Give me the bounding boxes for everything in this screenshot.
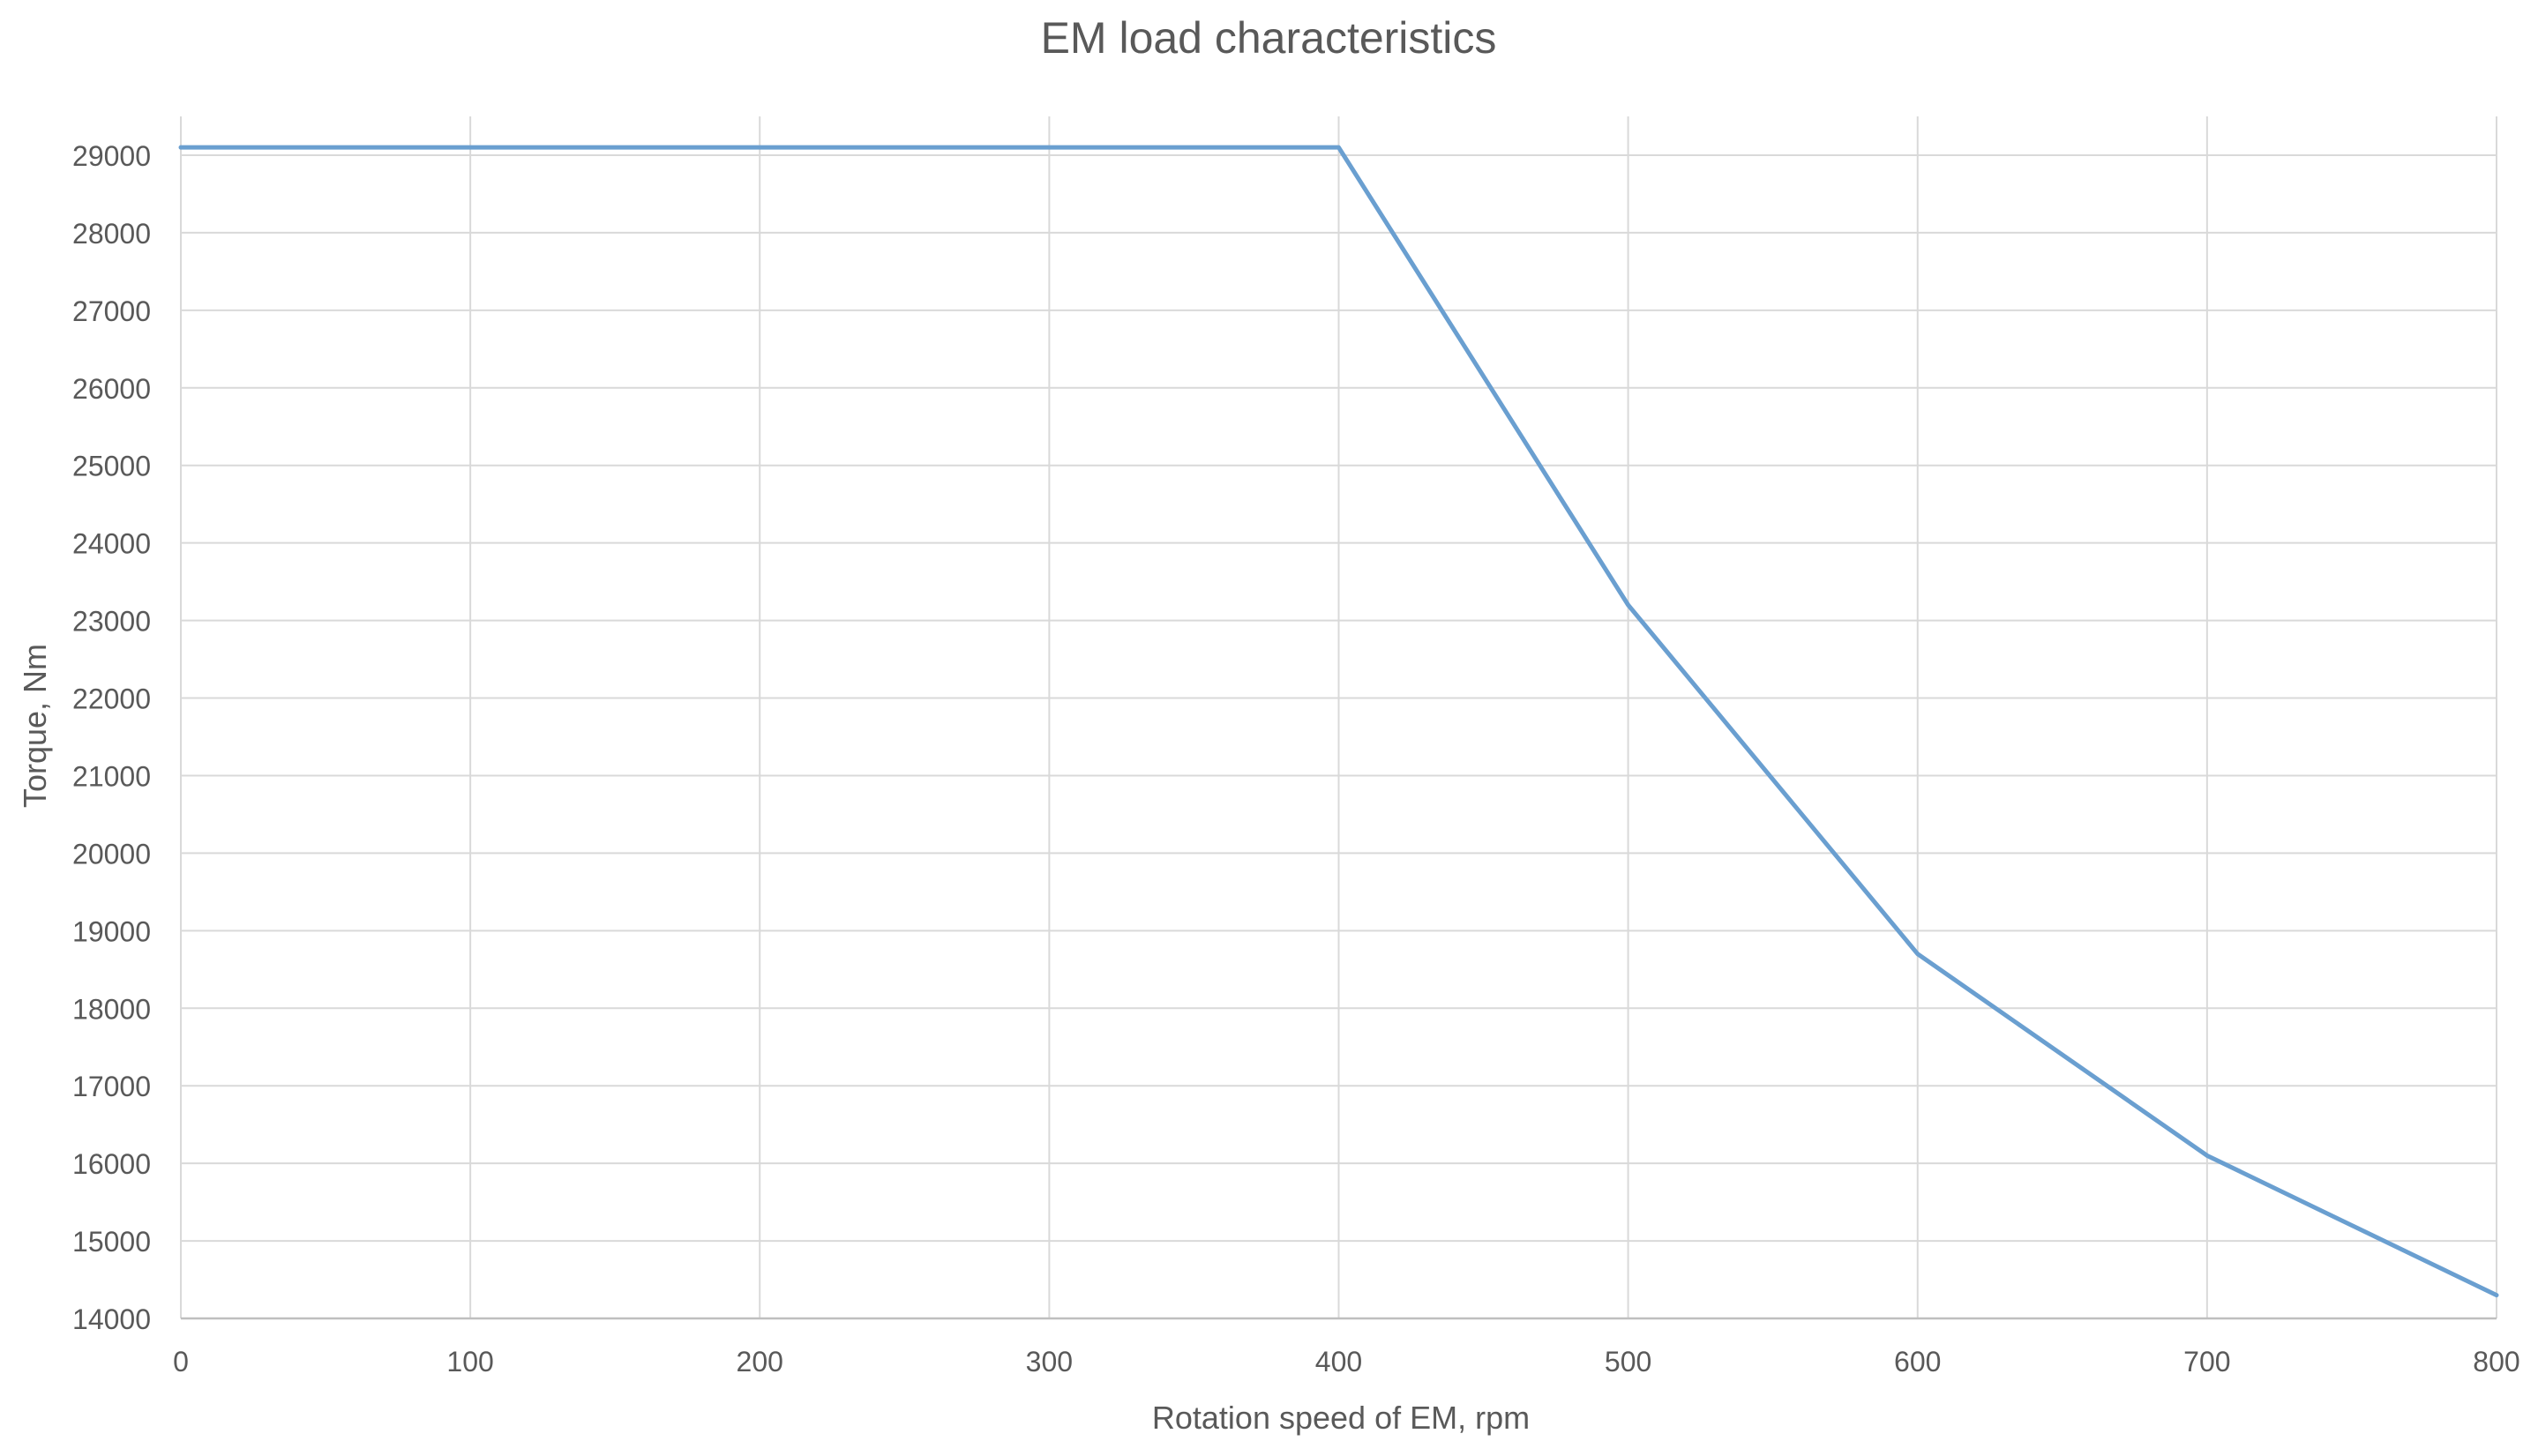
y-tick-label: 18000 (72, 993, 151, 1025)
y-tick-label: 29000 (72, 140, 151, 172)
x-tick-label: 500 (1605, 1346, 1651, 1378)
x-tick-label: 700 (2183, 1346, 2230, 1378)
vertical-gridlines (180, 116, 2497, 1318)
y-tick-label: 15000 (72, 1226, 151, 1258)
chart-title: EM load characteristics (1041, 13, 1497, 63)
x-tick-label: 300 (1026, 1346, 1073, 1378)
y-tick-label: 20000 (72, 838, 151, 870)
series-layer (178, 145, 2499, 1298)
y-tick-label: 14000 (72, 1303, 151, 1335)
x-tick-labels: 0 100 200 300 400 500 600 700 800 (173, 1346, 2520, 1378)
x-tick-label: 100 (446, 1346, 493, 1378)
series-line-0 (178, 145, 2499, 1298)
x-tick-label: 600 (1894, 1346, 1941, 1378)
horizontal-gridlines (181, 153, 2497, 1243)
x-tick-label: 400 (1315, 1346, 1362, 1378)
x-tick-label: 200 (737, 1346, 783, 1378)
x-tick-label: 800 (2473, 1346, 2519, 1378)
y-tick-label: 19000 (72, 915, 151, 947)
y-tick-label: 25000 (72, 451, 151, 482)
y-tick-label: 23000 (72, 606, 151, 638)
y-tick-label: 22000 (72, 683, 151, 715)
y-axis-label: Torque, Nm (17, 644, 53, 808)
y-tick-label: 27000 (72, 295, 151, 327)
y-tick-label: 21000 (72, 760, 151, 792)
x-axis-label: Rotation speed of EM, rpm (1152, 1400, 1530, 1436)
y-tick-label: 24000 (72, 528, 151, 560)
y-tick-labels: 14000 15000 16000 17000 18000 19000 20000 21000… (72, 140, 151, 1335)
y-tick-label: 17000 (72, 1071, 151, 1102)
y-tick-label: 26000 (72, 373, 151, 405)
x-tick-label: 0 (173, 1346, 189, 1378)
y-tick-label: 16000 (72, 1148, 151, 1180)
y-tick-label: 28000 (72, 218, 151, 250)
